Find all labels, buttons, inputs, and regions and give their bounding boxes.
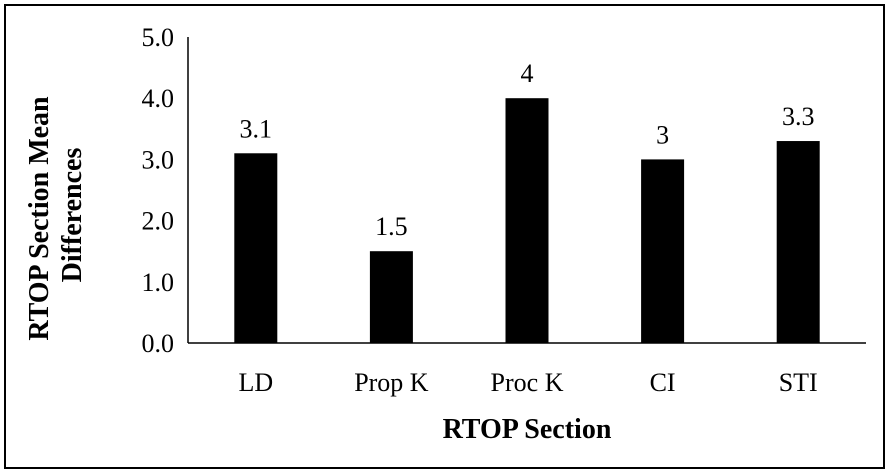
data-label: 3.1 bbox=[240, 114, 273, 143]
bar bbox=[641, 159, 685, 343]
y-tick-labels: 0.0 1.0 2.0 3.0 4.0 5.0 bbox=[142, 23, 175, 358]
y-axis-title: RTOP Section Mean Differences bbox=[24, 89, 88, 340]
x-axis-title: RTOP Section bbox=[443, 414, 612, 445]
bar bbox=[369, 251, 413, 343]
x-tick-label: Proc K bbox=[491, 368, 564, 397]
bar bbox=[776, 141, 820, 343]
y-tick-label: 1.0 bbox=[142, 268, 175, 297]
y-tick-label: 5.0 bbox=[142, 23, 175, 52]
x-tick-label: LD bbox=[238, 368, 273, 397]
x-tick-label: CI bbox=[650, 368, 676, 397]
data-label: 3 bbox=[656, 120, 669, 149]
y-axis-title-line-2: Differences bbox=[57, 148, 88, 283]
bar bbox=[234, 153, 278, 343]
bar bbox=[505, 98, 549, 343]
y-tick-label: 0.0 bbox=[142, 329, 175, 358]
y-tick-label: 3.0 bbox=[142, 145, 175, 174]
data-label: 3.3 bbox=[782, 102, 815, 131]
data-labels: 3.1 1.5 4 3 3.3 bbox=[240, 59, 815, 241]
y-axis-title-line-1: RTOP Section Mean bbox=[24, 96, 55, 341]
chart-frame bbox=[4, 4, 885, 469]
y-tick-label: 4.0 bbox=[142, 84, 175, 113]
x-tick-labels: LD Prop K Proc K CI STI bbox=[238, 368, 817, 397]
y-tick-label: 2.0 bbox=[142, 207, 175, 236]
bars bbox=[234, 98, 820, 343]
x-tick-label: STI bbox=[779, 368, 818, 397]
x-tick-label: Prop K bbox=[354, 368, 429, 397]
data-label: 1.5 bbox=[375, 212, 408, 241]
data-label: 4 bbox=[521, 59, 534, 88]
